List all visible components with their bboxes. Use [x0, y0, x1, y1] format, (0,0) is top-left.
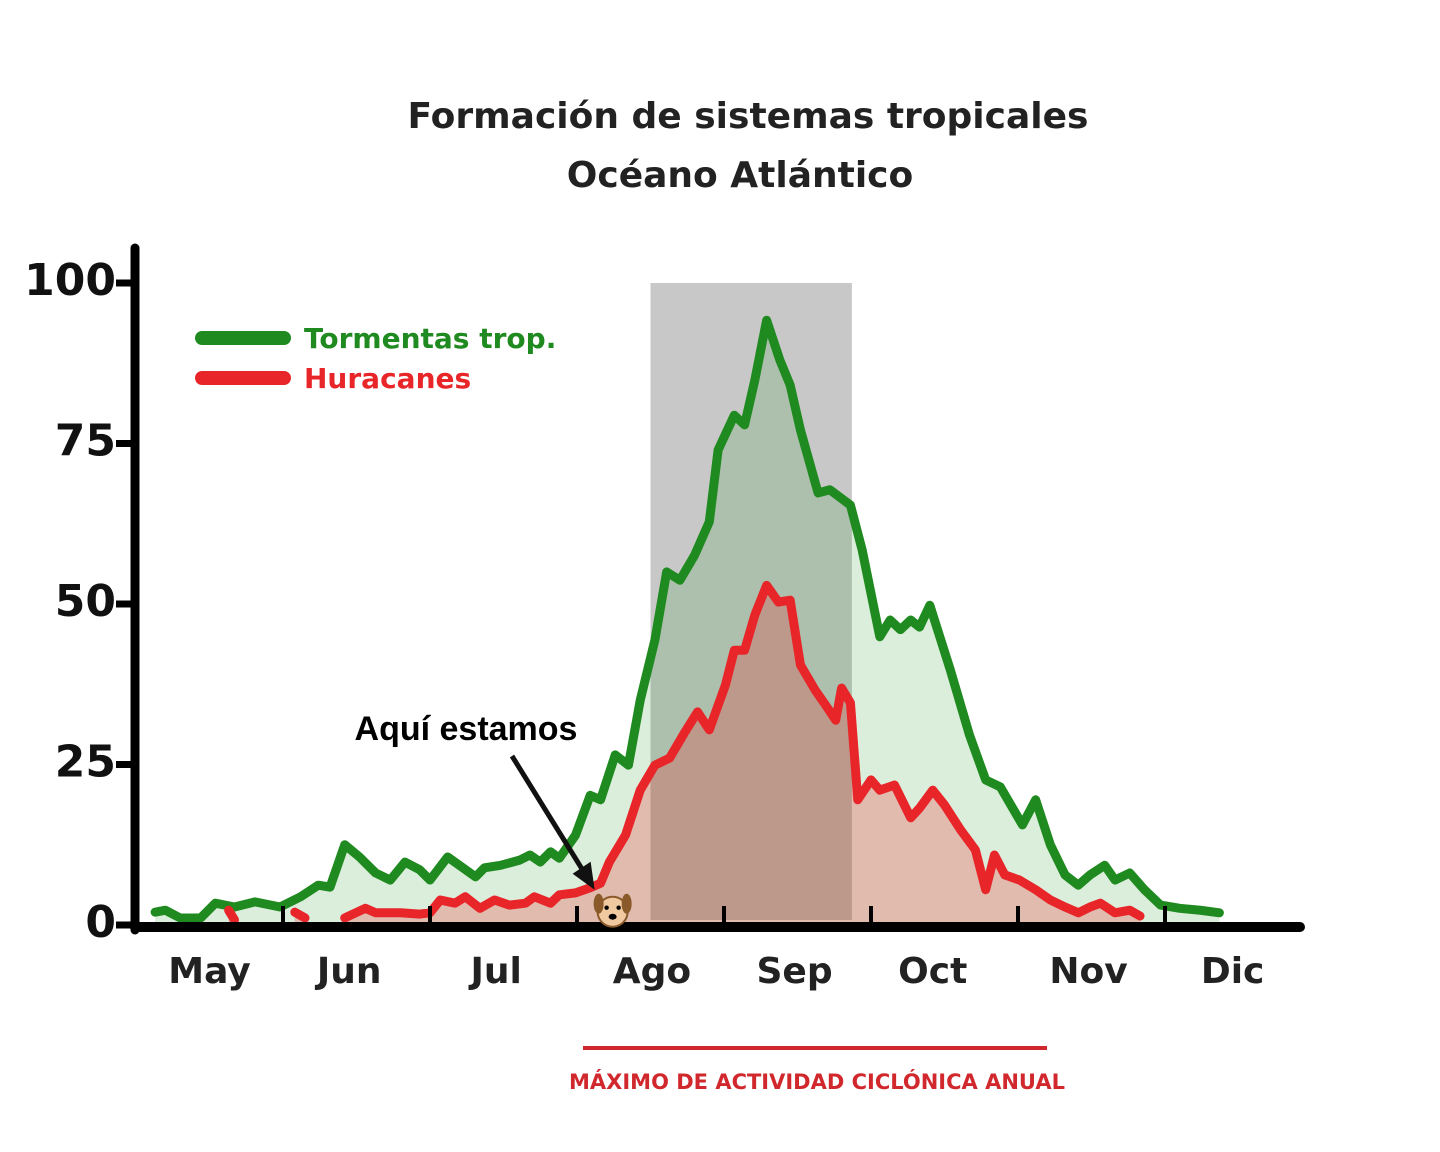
x-tick-label: Jul: [467, 951, 521, 992]
dog-eye: [604, 905, 609, 910]
y-tick-label: 0: [85, 897, 116, 948]
chart-subtitle: Océano Atlántico: [567, 155, 914, 196]
legend-label: Huracanes: [304, 362, 471, 395]
series-line: [290, 907, 310, 923]
x-tick-label: Ago: [613, 951, 691, 992]
plot-area: 0 25 50 75 100 May Jun Jul Ago Sep Oct Nov Dic Tormen…: [24, 243, 1305, 992]
y-tick-label: 25: [55, 737, 116, 788]
y-tick-label: 100: [24, 255, 116, 306]
dog-ear: [621, 893, 632, 914]
series-line: [150, 315, 1224, 923]
y-tick-label: 50: [55, 576, 116, 627]
legend-label: Tormentas trop.: [304, 322, 556, 355]
x-tick-label: Sep: [756, 951, 832, 992]
x-tick-label: Jun: [314, 951, 382, 992]
arrow-head: [572, 861, 595, 890]
x-tick-label: Nov: [1049, 951, 1127, 992]
dog-nose: [608, 913, 617, 920]
series-area: [344, 585, 1141, 925]
x-tick-label: Dic: [1201, 951, 1265, 992]
y-tick-label: 75: [55, 416, 116, 467]
dog-eye: [616, 905, 621, 910]
series-line: [340, 580, 1145, 923]
series-line: [224, 905, 239, 925]
x-tick-label: May: [168, 951, 250, 992]
series-area: [155, 320, 1220, 926]
annotation-text: Aquí estamos: [355, 710, 578, 748]
dog-ear: [593, 893, 604, 914]
x-tick-label: Oct: [898, 951, 967, 992]
chart-title: Formación de sistemas tropicales: [408, 96, 1089, 137]
footer-note: MÁXIMO DE ACTIVIDAD CICLÓNICA ANUAL: [569, 1069, 1065, 1094]
annotation-arrow: [509, 754, 591, 882]
